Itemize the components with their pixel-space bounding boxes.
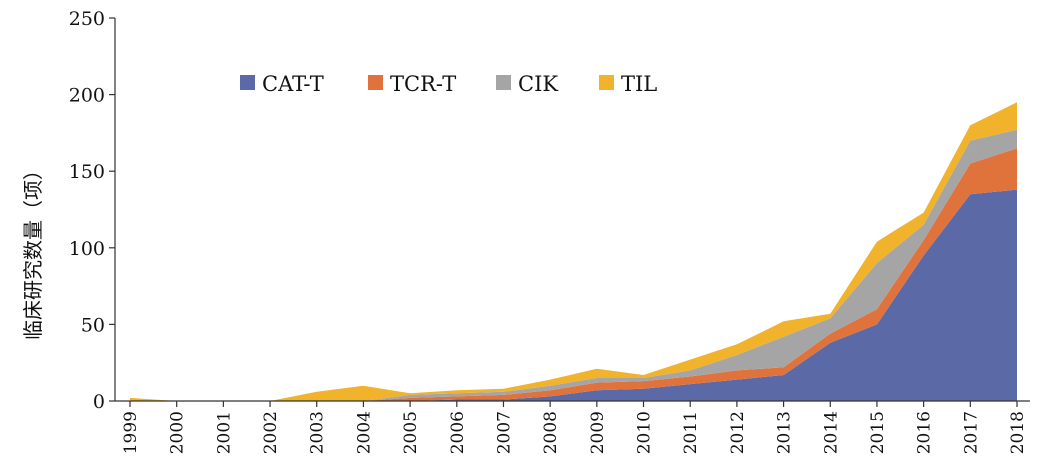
x-tick-label: 1999 — [121, 411, 141, 454]
x-tick-label: 2002 — [261, 411, 281, 454]
legend-swatch-til — [599, 75, 614, 90]
x-tick-label: 2006 — [448, 411, 468, 454]
y-tick-label: 150 — [69, 161, 105, 183]
legend-label-tcr-t: TCR-T — [390, 72, 456, 96]
axes-group: 0 50 100 150 200 250 1999 2000 2001 2002 2003 2004 2… — [69, 8, 1030, 454]
x-tick-label: 2009 — [588, 411, 608, 454]
y-axis-label: 临床研究数量（项） — [21, 160, 45, 340]
x-tick-label: 2007 — [494, 411, 514, 454]
legend-label-til: TIL — [621, 72, 657, 96]
legend-swatch-cik — [496, 75, 511, 90]
y-tick-label: 0 — [93, 391, 105, 413]
x-tick-label: 2014 — [821, 411, 841, 454]
legend-swatch-cat-t — [240, 75, 255, 90]
x-tick-label: 2000 — [168, 411, 188, 454]
y-tick-label: 50 — [81, 314, 105, 336]
legend-swatch-tcr-t — [368, 75, 383, 90]
x-tick-label: 2015 — [868, 411, 888, 454]
x-tick-label: 2003 — [308, 411, 328, 454]
y-tick-label: 250 — [69, 8, 105, 30]
legend-label-cik: CIK — [518, 72, 558, 96]
x-tick-label: 2008 — [541, 411, 561, 454]
x-tick-label: 2012 — [728, 411, 748, 454]
legend: CAT-T TCR-T CIK TIL — [240, 72, 657, 96]
area-series-group — [130, 102, 1017, 402]
x-tick-label: 2010 — [635, 411, 655, 454]
x-tick-label: 2011 — [681, 411, 701, 454]
x-tick-label: 2018 — [1008, 411, 1028, 454]
y-tick-label: 200 — [69, 85, 105, 107]
x-tick-label: 2005 — [401, 411, 421, 454]
legend-label-cat-t: CAT-T — [262, 72, 324, 96]
area-cik — [130, 129, 1017, 402]
x-tick-label: 2017 — [961, 411, 981, 454]
x-tick-label: 2016 — [915, 411, 935, 454]
area-til — [130, 102, 1017, 402]
area-cat-t — [130, 189, 1017, 401]
x-tick-label: 2004 — [354, 411, 374, 454]
x-tick-label: 2001 — [214, 411, 234, 454]
y-tick-label: 100 — [69, 238, 105, 260]
x-tick-label: 2013 — [775, 411, 795, 454]
